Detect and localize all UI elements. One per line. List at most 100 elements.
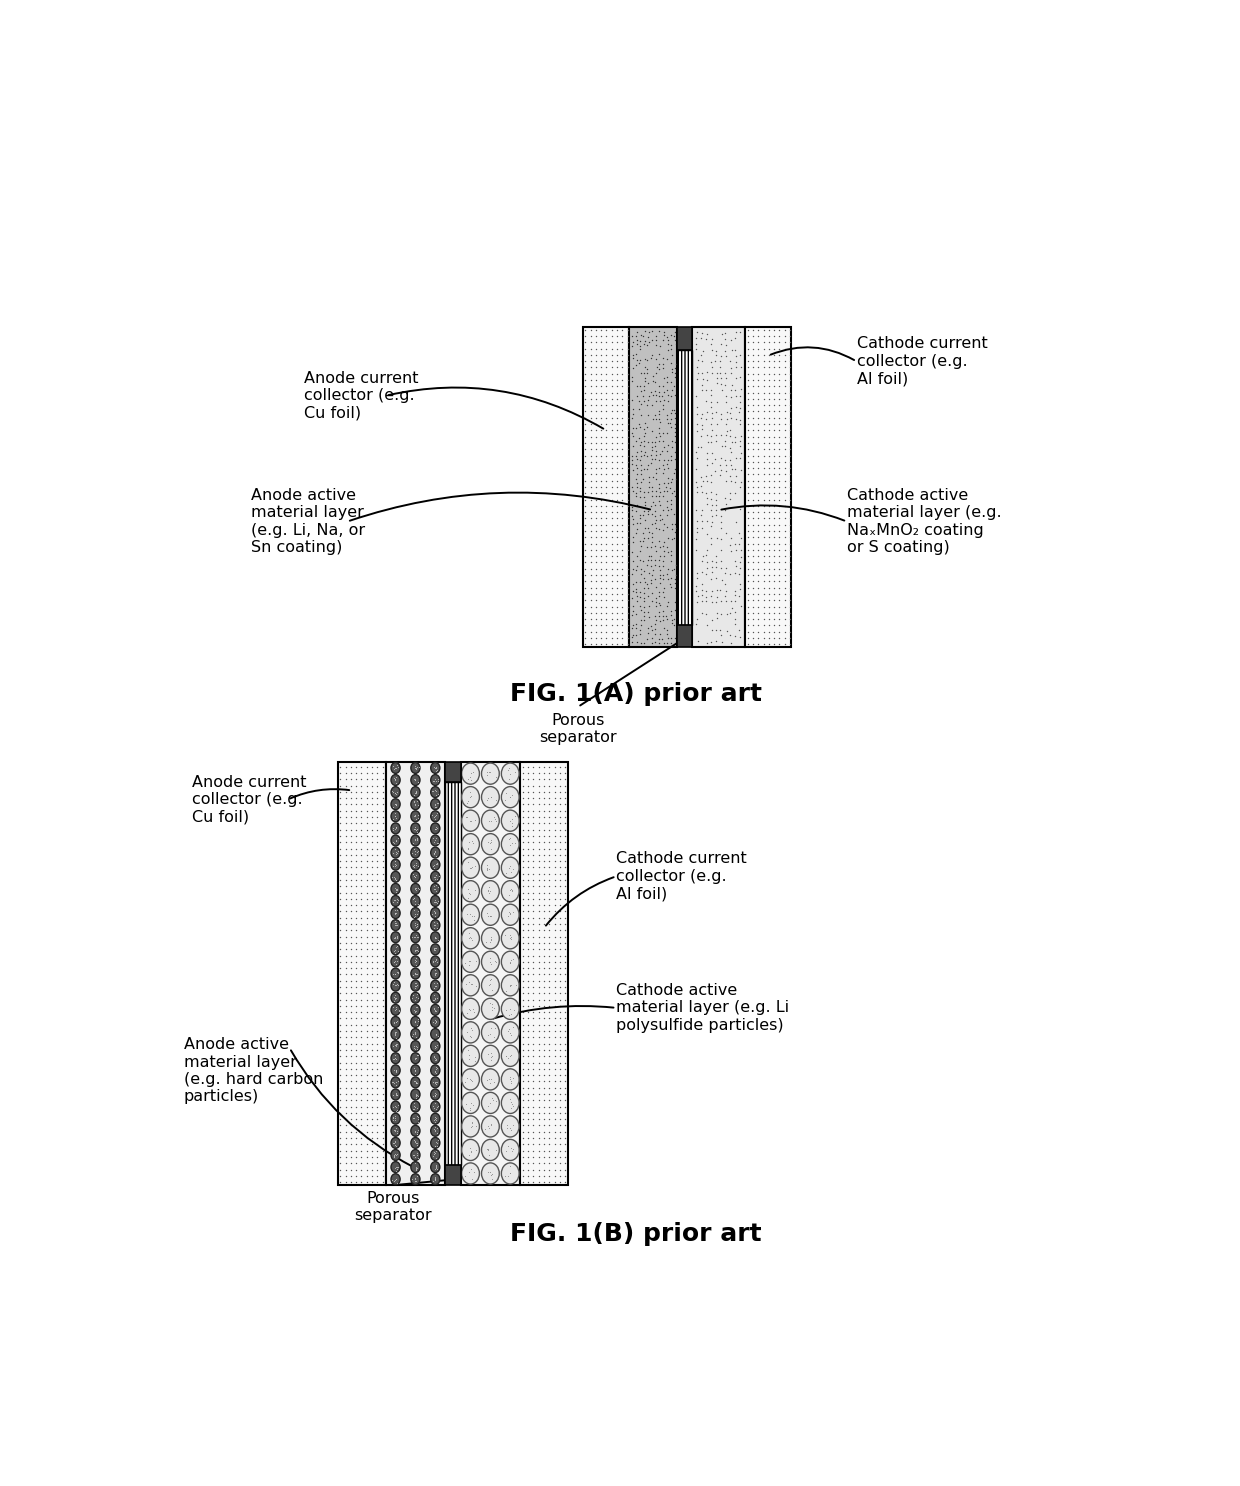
Circle shape <box>461 834 480 854</box>
Circle shape <box>481 1164 500 1184</box>
Circle shape <box>410 884 420 895</box>
Circle shape <box>410 774 420 786</box>
Circle shape <box>391 920 401 930</box>
Circle shape <box>410 896 420 906</box>
Circle shape <box>430 835 440 846</box>
Circle shape <box>391 762 401 773</box>
Circle shape <box>430 967 440 979</box>
Circle shape <box>410 981 420 991</box>
Circle shape <box>430 981 440 991</box>
Circle shape <box>391 981 401 991</box>
Text: Anode active
material layer
(e.g. hard carbon
particles): Anode active material layer (e.g. hard c… <box>184 1037 324 1104</box>
Circle shape <box>391 1113 401 1123</box>
Circle shape <box>391 1028 401 1040</box>
Circle shape <box>391 835 401 846</box>
Circle shape <box>410 762 420 773</box>
Circle shape <box>430 859 440 871</box>
Circle shape <box>481 1116 500 1137</box>
Bar <box>445 783 460 1165</box>
Circle shape <box>461 1068 480 1089</box>
Text: FIG. 1(A) prior art: FIG. 1(A) prior art <box>510 682 761 706</box>
Circle shape <box>461 927 480 950</box>
Circle shape <box>481 1092 500 1113</box>
Circle shape <box>481 999 500 1019</box>
Circle shape <box>501 927 520 950</box>
Circle shape <box>481 786 500 808</box>
Circle shape <box>461 810 480 831</box>
Circle shape <box>501 951 520 972</box>
Circle shape <box>391 1065 401 1076</box>
Circle shape <box>410 955 420 967</box>
Circle shape <box>430 1101 440 1112</box>
Circle shape <box>391 955 401 967</box>
Circle shape <box>410 932 420 942</box>
Circle shape <box>430 1162 440 1172</box>
Circle shape <box>410 859 420 871</box>
Circle shape <box>410 1162 420 1172</box>
Circle shape <box>410 1005 420 1015</box>
Circle shape <box>501 1164 520 1184</box>
Bar <box>460 762 521 1186</box>
Circle shape <box>430 1125 440 1137</box>
Circle shape <box>391 1052 401 1064</box>
Circle shape <box>461 1092 480 1113</box>
Circle shape <box>410 1028 420 1040</box>
Circle shape <box>430 884 440 895</box>
Circle shape <box>410 1040 420 1052</box>
Circle shape <box>410 1065 420 1076</box>
Circle shape <box>501 810 520 831</box>
Circle shape <box>501 975 520 996</box>
Bar <box>337 762 386 1186</box>
Circle shape <box>461 1045 480 1067</box>
Circle shape <box>391 786 401 798</box>
Circle shape <box>430 1174 440 1184</box>
Circle shape <box>481 927 500 950</box>
Circle shape <box>430 1137 440 1149</box>
Circle shape <box>430 993 440 1003</box>
Circle shape <box>430 1016 440 1027</box>
Circle shape <box>430 811 440 822</box>
Circle shape <box>410 944 420 955</box>
Circle shape <box>501 999 520 1019</box>
Circle shape <box>430 1028 440 1040</box>
Bar <box>677 327 692 349</box>
Circle shape <box>430 1113 440 1123</box>
Circle shape <box>430 932 440 942</box>
Circle shape <box>391 884 401 895</box>
Circle shape <box>430 871 440 883</box>
Circle shape <box>461 881 480 902</box>
Circle shape <box>391 811 401 822</box>
Circle shape <box>501 762 520 785</box>
Circle shape <box>391 932 401 942</box>
Circle shape <box>501 1068 520 1089</box>
Circle shape <box>391 847 401 857</box>
Circle shape <box>391 1174 401 1184</box>
Circle shape <box>410 847 420 857</box>
Circle shape <box>461 951 480 972</box>
Bar <box>445 1165 460 1186</box>
Text: Anode current
collector (e.g.
Cu foil): Anode current collector (e.g. Cu foil) <box>304 372 418 421</box>
Text: FIG. 1(B) prior art: FIG. 1(B) prior art <box>510 1221 761 1245</box>
Circle shape <box>391 993 401 1003</box>
Circle shape <box>461 903 480 926</box>
Bar <box>521 762 568 1186</box>
Circle shape <box>410 1150 420 1161</box>
Circle shape <box>391 1016 401 1027</box>
Circle shape <box>391 1077 401 1088</box>
Bar <box>677 624 692 648</box>
Circle shape <box>391 1162 401 1172</box>
Circle shape <box>430 955 440 967</box>
Circle shape <box>430 762 440 773</box>
Circle shape <box>391 1150 401 1161</box>
Circle shape <box>430 774 440 786</box>
Circle shape <box>410 1016 420 1027</box>
Circle shape <box>430 823 440 834</box>
Circle shape <box>391 1040 401 1052</box>
Circle shape <box>501 786 520 808</box>
Circle shape <box>461 786 480 808</box>
Circle shape <box>410 993 420 1003</box>
Circle shape <box>501 1022 520 1043</box>
Circle shape <box>481 1022 500 1043</box>
Circle shape <box>461 1164 480 1184</box>
Circle shape <box>481 975 500 996</box>
